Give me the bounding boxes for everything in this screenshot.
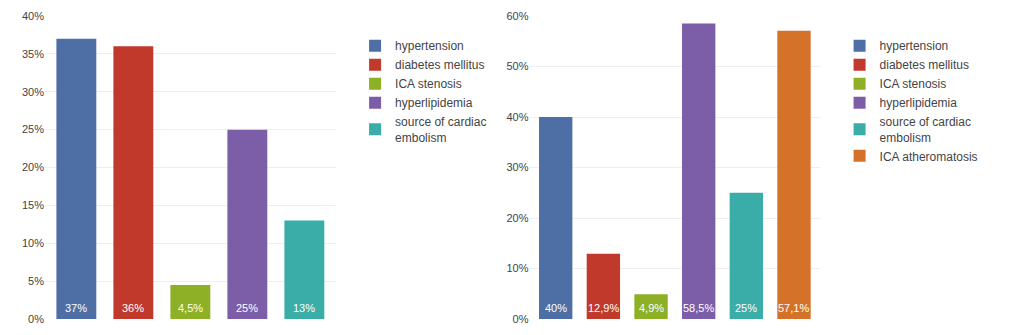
svg-text:25%: 25%: [735, 302, 757, 314]
svg-text:ICA stenosis: ICA stenosis: [880, 77, 947, 91]
svg-text:5%: 5%: [28, 275, 44, 287]
svg-text:hyperlipidemia: hyperlipidemia: [395, 96, 473, 110]
svg-text:40%: 40%: [506, 111, 528, 123]
svg-text:source of cardiacembolism: source of cardiacembolism: [880, 115, 971, 145]
svg-text:0%: 0%: [28, 313, 44, 325]
svg-text:60%: 60%: [506, 10, 528, 22]
svg-text:4,5%: 4,5%: [178, 302, 203, 314]
svg-text:hyperlipidemia: hyperlipidemia: [880, 96, 958, 110]
svg-text:58,5%: 58,5%: [683, 302, 714, 314]
svg-text:57,1%: 57,1%: [778, 302, 809, 314]
svg-text:30%: 30%: [22, 86, 44, 98]
svg-text:40%: 40%: [22, 10, 44, 22]
svg-text:diabetes mellitus: diabetes mellitus: [880, 58, 969, 72]
svg-text:25%: 25%: [236, 302, 258, 314]
svg-text:20%: 20%: [506, 212, 528, 224]
svg-text:4,9%: 4,9%: [639, 302, 664, 314]
svg-text:source of cardiacembolism: source of cardiacembolism: [395, 115, 486, 145]
svg-text:10%: 10%: [22, 237, 44, 249]
svg-text:0%: 0%: [513, 313, 529, 325]
svg-text:30%: 30%: [506, 161, 528, 173]
svg-text:ICA stenosis: ICA stenosis: [395, 77, 462, 91]
svg-text:50%: 50%: [506, 60, 528, 72]
svg-text:13%: 13%: [293, 302, 315, 314]
svg-text:15%: 15%: [22, 199, 44, 211]
svg-text:hypertension: hypertension: [395, 39, 464, 53]
svg-text:hypertension: hypertension: [880, 39, 949, 53]
svg-text:diabetes mellitus: diabetes mellitus: [395, 58, 484, 72]
svg-text:20%: 20%: [22, 161, 44, 173]
svg-text:40%: 40%: [545, 302, 567, 314]
svg-text:37%: 37%: [65, 302, 87, 314]
svg-text:35%: 35%: [22, 48, 44, 60]
svg-text:10%: 10%: [506, 262, 528, 274]
svg-text:ICA atheromatosis: ICA atheromatosis: [880, 150, 978, 164]
svg-text:25%: 25%: [22, 123, 44, 135]
svg-text:12,9%: 12,9%: [588, 302, 619, 314]
svg-text:36%: 36%: [122, 302, 144, 314]
